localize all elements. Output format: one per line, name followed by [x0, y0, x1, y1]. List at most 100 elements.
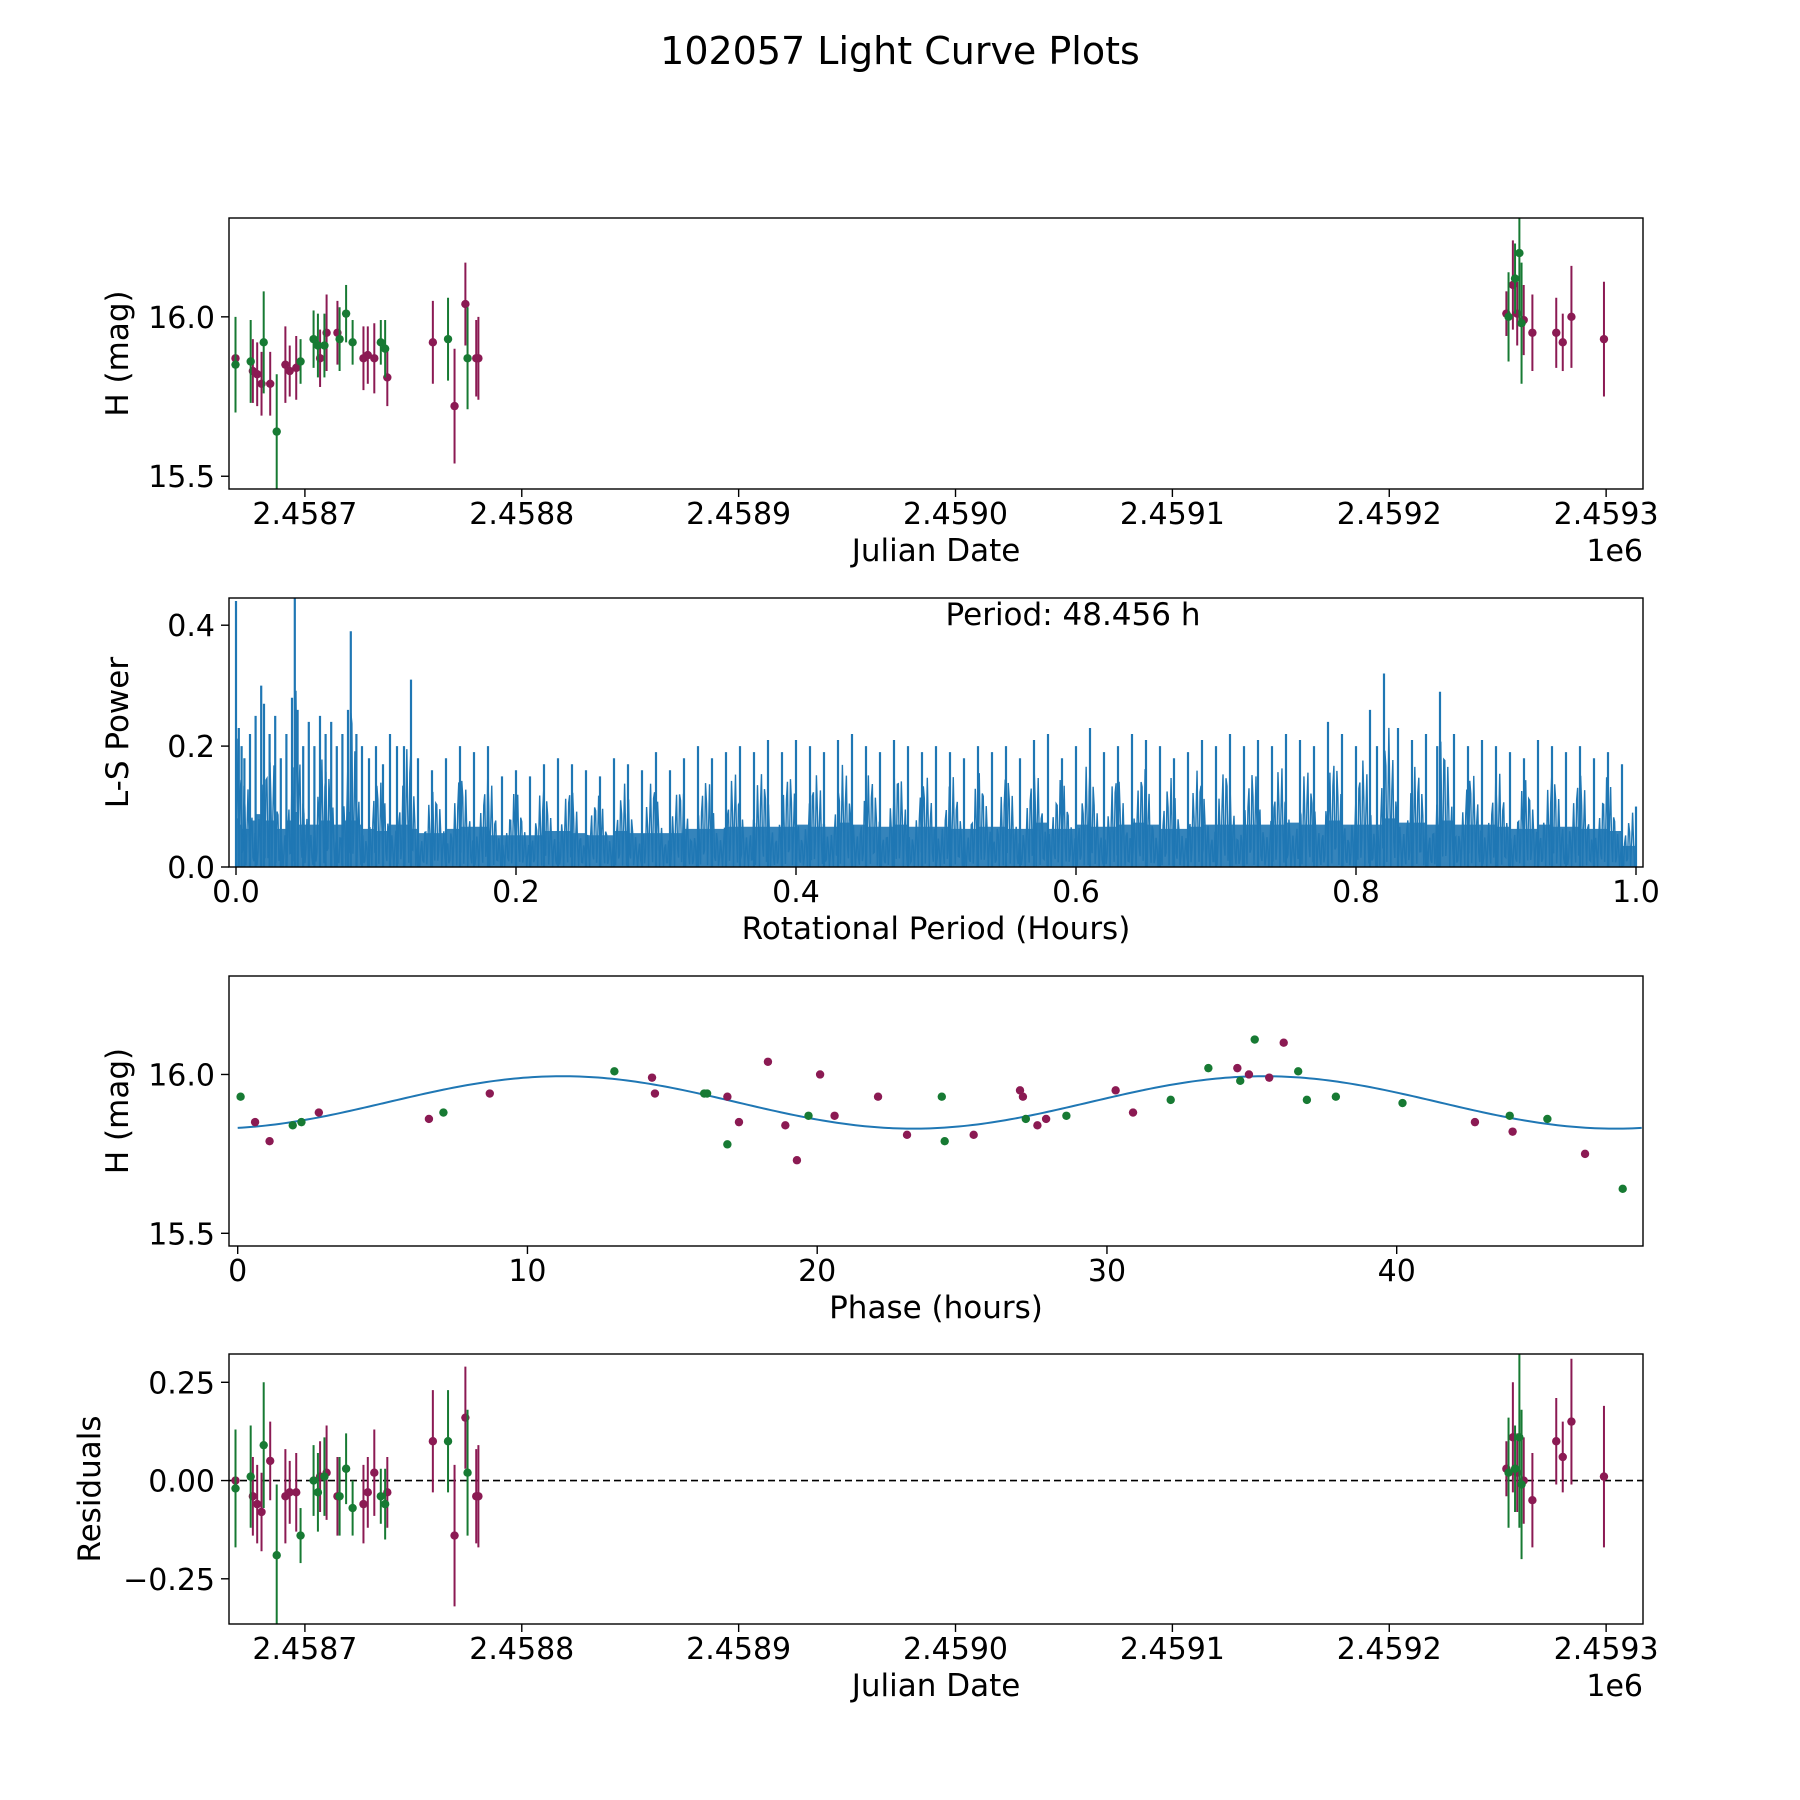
data-point	[1166, 1095, 1175, 1105]
x-tick-label: 2.4593	[1554, 497, 1659, 532]
data-point	[370, 354, 379, 363]
x-axis-label: Julian Date	[850, 1668, 1021, 1704]
panel-residuals: 2.4587 2.4588 2.4589 2.4590 2.4591 2.4592 2.45…	[72, 1353, 1659, 1704]
data-point	[1552, 328, 1561, 337]
data-point	[1567, 312, 1576, 322]
data-point	[380, 344, 390, 353]
x-axis-label: Rotational Period (Hours)	[742, 911, 1131, 947]
data-point	[380, 1499, 390, 1509]
data-point	[439, 1108, 448, 1117]
x-tick-label: 0.4	[772, 875, 820, 910]
data-point	[1618, 1184, 1627, 1194]
y-tick-label: 0.0	[167, 851, 215, 886]
data-point	[1470, 1117, 1480, 1127]
data-point	[734, 1117, 744, 1127]
data-point	[341, 1464, 351, 1473]
data-point	[231, 1484, 240, 1493]
series-g	[231, 1354, 1526, 1624]
x-tick-label: 0.0	[212, 875, 260, 910]
data-point	[428, 1437, 438, 1446]
data-point	[281, 360, 290, 369]
x-tick-label: 2.4592	[1337, 497, 1442, 532]
data-point	[296, 1531, 305, 1540]
data-point	[1033, 1121, 1042, 1130]
data-point	[940, 1136, 949, 1146]
data-point	[246, 1472, 255, 1481]
axes-frame	[228, 217, 1644, 490]
data-point	[1018, 1092, 1028, 1101]
data-point	[1265, 1073, 1274, 1082]
axes-frame	[228, 975, 1644, 1247]
y-tick-label: −0.25	[123, 1563, 215, 1598]
data-point	[450, 401, 459, 411]
data-point	[363, 350, 372, 360]
data-point	[610, 1067, 619, 1076]
data-point	[937, 1092, 946, 1101]
x-axis-label: Phase (hours)	[829, 1290, 1043, 1326]
data-point	[292, 1488, 301, 1497]
x-tick-label: 2.4587	[252, 1632, 357, 1667]
x-tick-label: 10	[508, 1254, 546, 1289]
plots: 2.4587 2.4588 2.4589 2.4590 2.4591 2.4592 2.45…	[72, 217, 1660, 1704]
x-axis-label: Julian Date	[850, 533, 1021, 569]
plot-area-residuals	[229, 1354, 1643, 1624]
x-tick-label: 2.4589	[686, 1632, 791, 1667]
data-point	[804, 1111, 813, 1120]
data-point	[781, 1121, 790, 1130]
data-point	[1293, 1067, 1303, 1076]
data-point	[461, 299, 470, 309]
data-point	[363, 1488, 372, 1497]
data-point	[650, 1089, 660, 1098]
data-point	[348, 1503, 357, 1513]
y-axis-label: H (mag)	[100, 290, 136, 416]
series-g	[231, 218, 1526, 489]
data-point	[297, 1117, 306, 1127]
data-point	[702, 1089, 712, 1098]
data-point	[1015, 1086, 1025, 1095]
y-tick-label: 0.2	[167, 730, 215, 765]
data-point	[1510, 1464, 1520, 1473]
data-point	[969, 1130, 978, 1140]
x-tick-label: 2.4588	[469, 497, 574, 532]
y-axis-label: Residuals	[72, 1415, 108, 1562]
data-point	[376, 1492, 386, 1501]
data-point	[314, 1108, 324, 1117]
data-point	[1041, 1114, 1051, 1124]
x-tick-label: 1.0	[1612, 875, 1660, 910]
data-point	[335, 1492, 344, 1501]
period-annotation: Period: 48.456 h	[946, 597, 1201, 633]
data-point	[348, 338, 357, 347]
y-axis-label: L-S Power	[100, 657, 136, 808]
data-point	[1543, 1114, 1552, 1124]
data-point	[1580, 1149, 1590, 1159]
x-tick-label: 2.4589	[686, 497, 791, 532]
panel-lightcurve: 2.4587 2.4588 2.4589 2.4590 2.4591 2.4592 2.45…	[100, 217, 1659, 569]
data-point	[1528, 1496, 1537, 1505]
data-point	[443, 1437, 453, 1446]
x-tick-label: 0.8	[1332, 875, 1380, 910]
data-point	[873, 1092, 883, 1101]
data-point	[1504, 312, 1513, 322]
y-tick-label: 0.25	[148, 1366, 215, 1401]
data-point	[1599, 334, 1609, 344]
data-point	[474, 354, 483, 363]
data-point	[450, 1531, 459, 1540]
y-tick-label: 16.0	[148, 1058, 215, 1093]
fit-curve	[237, 1075, 1642, 1130]
data-point	[485, 1089, 494, 1098]
data-point	[1508, 1127, 1517, 1136]
data-point	[272, 1551, 281, 1560]
x-tick-label: 0.6	[1052, 875, 1100, 910]
data-point	[1515, 248, 1524, 258]
data-point	[902, 1130, 912, 1140]
y-tick-label: 15.5	[148, 1217, 215, 1252]
x-tick-label: 30	[1088, 1254, 1126, 1289]
x-tick-label: 2.4587	[252, 497, 357, 532]
data-point	[1552, 1437, 1561, 1446]
panel-phased: 0 10 20 30 40 15.5 16.0 Phase (hours) H (mag)	[100, 975, 1644, 1326]
series-r	[231, 240, 1609, 464]
data-point	[335, 334, 344, 344]
axes-frame	[228, 597, 1644, 868]
data-point	[246, 357, 255, 366]
data-point	[231, 360, 240, 369]
